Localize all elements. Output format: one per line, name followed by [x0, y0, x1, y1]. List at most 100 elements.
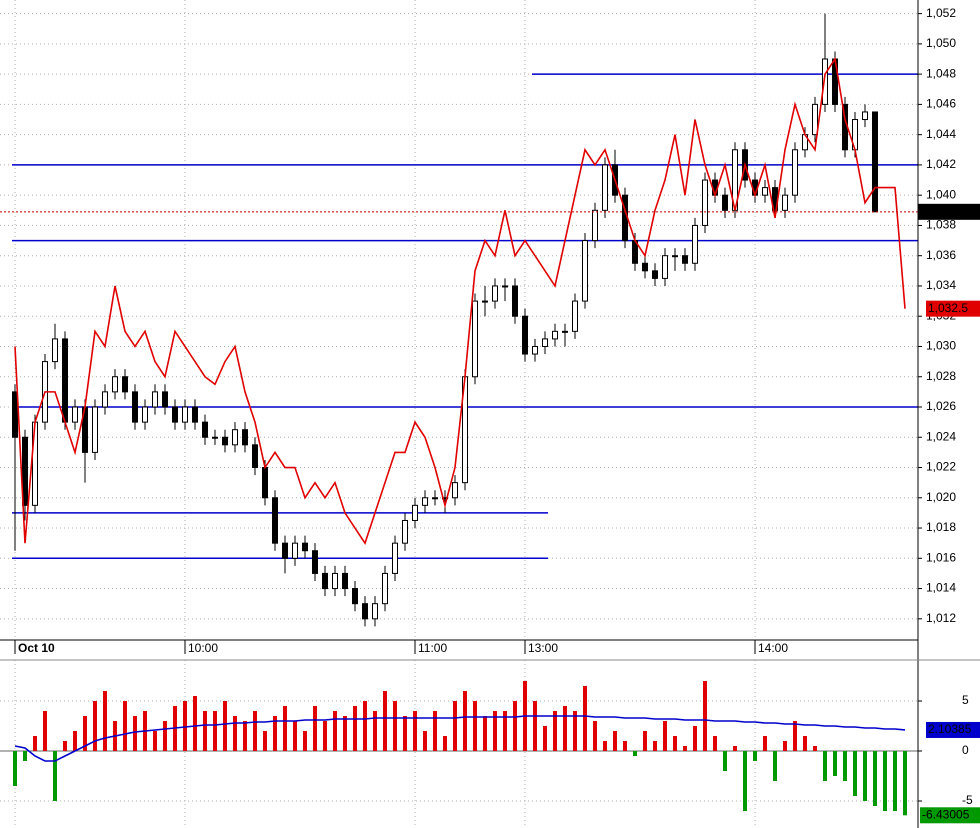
candle-body [192, 406, 198, 423]
candle-body [492, 285, 498, 302]
candle-body [402, 519, 408, 544]
candle-body [392, 542, 398, 574]
candle-body [252, 444, 258, 469]
series-last-box [926, 721, 980, 738]
candle-body [72, 406, 78, 423]
histogram-bar [713, 736, 717, 751]
histogram-bar [313, 706, 317, 751]
histogram-bar [273, 716, 277, 751]
candle-body [532, 345, 538, 355]
series-last-box [920, 807, 980, 824]
x-tick-label: Oct 10 [18, 641, 55, 655]
candle-body [242, 429, 248, 446]
candle-body [562, 330, 568, 333]
histogram-bar [813, 746, 817, 751]
histogram-bar [33, 736, 37, 751]
histogram-bar [203, 711, 207, 751]
histogram-bar [133, 716, 137, 751]
candle-body [62, 338, 68, 423]
y-tick-label: 1,048 [926, 66, 956, 80]
histogram-bar [83, 716, 87, 751]
histogram-bar [553, 711, 557, 751]
histogram-bar [73, 731, 77, 751]
histogram-bar [303, 731, 307, 751]
x-tick-label: 11:00 [418, 641, 447, 655]
candle-body [472, 300, 478, 378]
y-tick-label: 1,030 [926, 339, 956, 353]
candle-body [792, 149, 798, 196]
candle-body [92, 406, 98, 453]
series-last-label: -6.43005 [922, 807, 970, 821]
histogram-bar [153, 731, 157, 751]
histogram-bar [183, 701, 187, 751]
series-last-label: 1,032.5 [928, 301, 968, 315]
candle-body [272, 497, 278, 544]
histogram-bar [493, 711, 497, 751]
candle-body [202, 421, 208, 438]
histogram-bar [663, 721, 667, 751]
candle-body [422, 497, 428, 506]
histogram-bar [333, 711, 337, 751]
candle-body [372, 603, 378, 620]
histogram-bar [463, 691, 467, 751]
candle-body [222, 436, 228, 446]
histogram-bar [373, 711, 377, 751]
histogram-bar [563, 706, 567, 751]
candle-body [782, 194, 788, 211]
histogram-bar [693, 726, 697, 751]
histogram-bar [603, 741, 607, 751]
histogram-bar [793, 721, 797, 751]
histogram-bar [413, 711, 417, 751]
candle-body [322, 572, 328, 590]
histogram-bar [473, 701, 477, 751]
histogram-bar [343, 716, 347, 751]
histogram-bar [883, 751, 887, 811]
candle-body [572, 300, 578, 332]
histogram-bar [393, 701, 397, 751]
histogram-bar [583, 686, 587, 751]
histogram-bar [353, 706, 357, 751]
candle-body [172, 406, 178, 423]
histogram-bar [673, 736, 677, 751]
candle-body [602, 164, 608, 211]
histogram-bar [403, 716, 407, 751]
candle-body [762, 187, 768, 196]
candle-body [312, 550, 318, 574]
last-price-box [918, 203, 980, 220]
histogram-bar [23, 751, 27, 761]
y-tick-label: 1,028 [926, 369, 956, 383]
histogram-bar [453, 701, 457, 751]
histogram-bar [853, 751, 857, 796]
histogram-bar [323, 721, 327, 751]
candle-body [822, 58, 828, 105]
histogram-bar [423, 731, 427, 751]
x-tick-label: 13:00 [528, 641, 558, 655]
candle-body [152, 391, 158, 408]
y-tick-label: 1,036 [926, 248, 956, 262]
histogram-bar [633, 751, 637, 756]
candle-body [692, 224, 698, 264]
last-price-label: 1,038.9 [926, 204, 966, 218]
y-tick-label: 1,042 [926, 157, 956, 171]
histogram-bar [233, 716, 237, 751]
histogram-bar [783, 741, 787, 751]
candle-body [282, 542, 288, 559]
candle-body [652, 270, 658, 279]
candle-body [212, 436, 218, 439]
histogram-bar [163, 721, 167, 751]
histogram-bar [843, 751, 847, 781]
histogram-bar [733, 746, 737, 751]
y-tick-label: 5 [962, 693, 969, 707]
candle-body [12, 391, 18, 438]
y-tick-label: -5 [962, 793, 973, 807]
y-tick-label: 0 [962, 743, 969, 757]
y-tick-label: 1,026 [926, 399, 956, 413]
candle-body [662, 255, 668, 279]
candle-body [162, 391, 168, 408]
candle-body [302, 542, 308, 552]
candle-body [232, 429, 238, 446]
candle-body [362, 603, 368, 620]
histogram-bar [803, 736, 807, 751]
histogram-bar [863, 751, 867, 801]
candle-body [682, 255, 688, 264]
